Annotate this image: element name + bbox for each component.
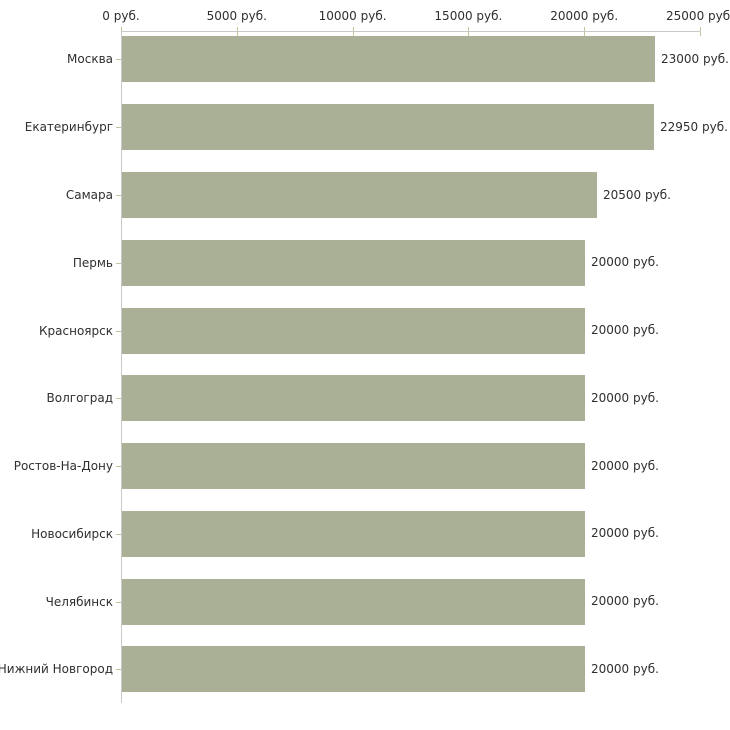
y-axis-tick-mark — [116, 195, 121, 197]
value-label: 20000 руб. — [591, 255, 659, 270]
category-label: Новосибирск — [31, 526, 113, 541]
bar — [122, 307, 585, 354]
value-label: 20500 руб. — [603, 187, 671, 202]
bar-row: Самара 20500 руб. — [0, 161, 730, 229]
value-label: 20000 руб. — [591, 323, 659, 338]
y-axis-tick-mark — [116, 466, 121, 468]
y-axis-line — [121, 31, 122, 703]
y-axis-tick-mark — [116, 127, 121, 129]
bar — [122, 510, 585, 557]
y-axis-tick-mark — [116, 330, 121, 332]
y-axis-tick-mark — [116, 669, 121, 671]
bar — [122, 104, 654, 151]
bar-row: Волгоград 20000 руб. — [0, 365, 730, 433]
bar-row: Москва 23000 руб. — [0, 26, 730, 94]
y-axis-tick-mark — [116, 262, 121, 264]
bar-row: Новосибирск 20000 руб. — [0, 500, 730, 568]
x-axis-tick-label: 25000 руб. — [666, 9, 730, 23]
y-axis-tick-mark — [116, 601, 121, 603]
x-axis-tick-label: 0 руб. — [102, 9, 140, 23]
category-label: Москва — [67, 52, 113, 67]
value-label: 20000 руб. — [591, 661, 659, 676]
category-label: Красноярск — [39, 323, 113, 338]
value-label: 20000 руб. — [591, 526, 659, 541]
x-axis-tick-label: 10000 руб. — [318, 9, 387, 23]
category-label: Ростов-На-Дону — [13, 459, 113, 474]
bar-row: Екатеринбург 22950 руб. — [0, 93, 730, 161]
category-label: Пермь — [72, 255, 113, 270]
category-label: Екатеринбург — [24, 120, 113, 135]
category-label: Самара — [65, 188, 113, 203]
y-axis-tick-mark — [116, 398, 121, 400]
value-label: 20000 руб. — [591, 594, 659, 609]
value-label: 20000 руб. — [591, 390, 659, 405]
bar-row: Ростов-На-Дону 20000 руб. — [0, 432, 730, 500]
value-label: 20000 руб. — [591, 458, 659, 473]
bar-row: Челябинск 20000 руб. — [0, 568, 730, 636]
x-axis-tick-label: 20000 руб. — [550, 9, 619, 23]
value-label: 22950 руб. — [660, 119, 728, 134]
bar — [122, 172, 597, 219]
bar — [122, 239, 585, 286]
x-axis-line — [121, 31, 701, 32]
bar-row: Красноярск 20000 руб. — [0, 297, 730, 365]
y-axis-tick-mark — [116, 533, 121, 535]
bar — [122, 375, 585, 422]
bar — [122, 578, 585, 625]
bar — [122, 36, 655, 83]
category-label: Волгоград — [46, 391, 113, 406]
bar-row: Нижний Новгород 20000 руб. — [0, 636, 730, 704]
x-axis-tick-label: 15000 руб. — [434, 9, 503, 23]
x-axis-tick-label: 5000 руб. — [206, 9, 267, 23]
category-label: Челябинск — [45, 594, 113, 609]
bar — [122, 646, 585, 693]
bar-row: Пермь 20000 руб. — [0, 229, 730, 297]
y-axis-tick-mark — [116, 59, 121, 61]
bar — [122, 443, 585, 490]
value-label: 23000 руб. — [661, 51, 729, 66]
category-label: Нижний Новгород — [0, 662, 113, 677]
